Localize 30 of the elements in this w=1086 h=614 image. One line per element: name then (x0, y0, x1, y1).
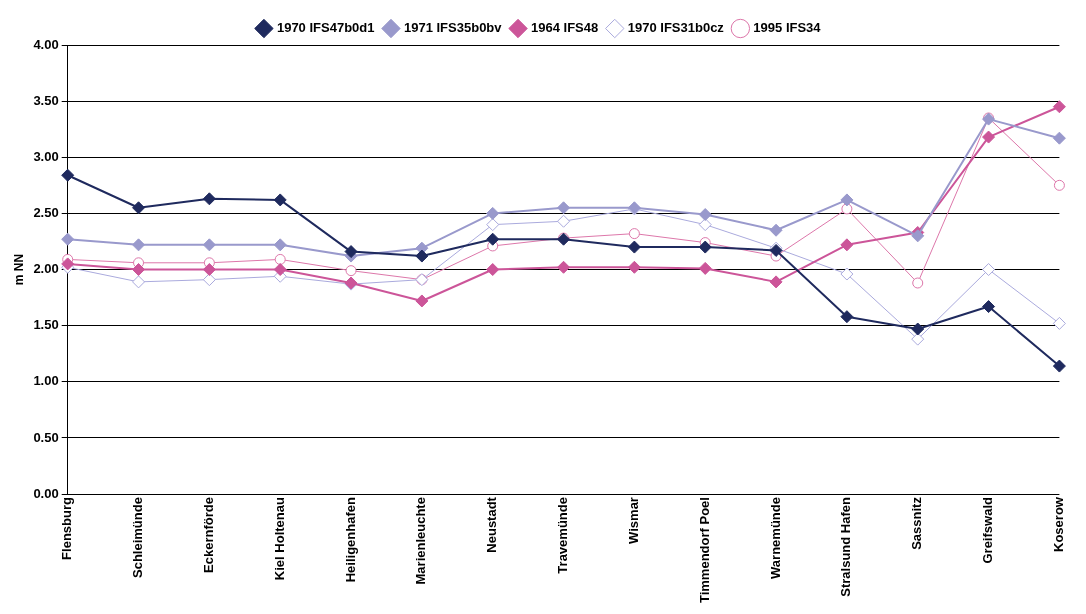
x-tick-label: Greifswald (980, 497, 996, 564)
x-tick-label: Sassnitz (909, 496, 925, 550)
x-tick-label: Wismar (625, 497, 641, 544)
legend-label: 1964 IFS48 (531, 20, 599, 36)
y-tick-label: 2.00 (33, 261, 59, 277)
legend-label: 1970 IFS31b0cz (627, 20, 725, 36)
legend-label: 1970 IFS47b0d1 (276, 20, 375, 36)
y-tick-label: 3.50 (33, 92, 59, 108)
x-tick-label: Heiligenhafen (342, 497, 358, 583)
x-tick-label: Kiel Holtenau (271, 497, 287, 581)
x-tick-label: Timmendorf Poel (696, 497, 712, 604)
y-tick-label: 3.00 (33, 148, 59, 164)
x-tick-label: Stralsund Hafen (838, 497, 854, 597)
y-tick-label: 0.00 (33, 485, 59, 501)
y-tick-label: 2.50 (33, 204, 59, 220)
y-tick-label: 1.50 (33, 317, 59, 333)
y-tick-label: 1.00 (33, 373, 59, 389)
y-tick-label: 0.50 (33, 429, 59, 445)
x-tick-label: Marienleuchte (413, 497, 429, 585)
y-tick-label: 4.00 (33, 36, 59, 52)
x-tick-label: Schleimünde (130, 497, 146, 578)
x-tick-label: Neustadt (484, 496, 500, 553)
legend-label: 1995 IFS34 (753, 20, 822, 36)
x-tick-label: Koserow (1050, 496, 1066, 552)
x-tick-label: Eckernförde (200, 497, 216, 573)
x-tick-label: Travemünde (555, 497, 571, 574)
x-tick-label: Warnemünde (767, 497, 783, 579)
legend-label: 1971 IFS35b0bv (403, 20, 503, 36)
x-tick-label: Flensburg (59, 497, 75, 560)
y-axis-title: m NN (11, 253, 26, 286)
